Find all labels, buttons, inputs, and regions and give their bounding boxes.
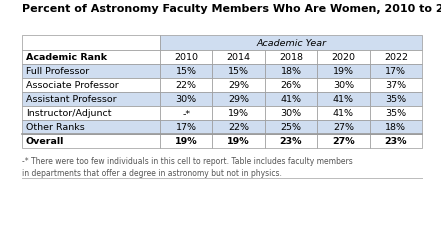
Bar bbox=[213, 106, 265, 120]
Bar bbox=[370, 51, 422, 65]
Text: 23%: 23% bbox=[385, 137, 407, 146]
Bar bbox=[370, 106, 422, 120]
Bar bbox=[213, 79, 265, 93]
Bar bbox=[22, 79, 160, 93]
Bar bbox=[160, 79, 213, 93]
Bar bbox=[370, 120, 422, 134]
Text: 27%: 27% bbox=[332, 137, 355, 146]
Bar bbox=[22, 36, 160, 51]
Text: Academic Rank: Academic Rank bbox=[26, 53, 107, 62]
Bar bbox=[213, 120, 265, 134]
Bar bbox=[317, 79, 370, 93]
Text: Full Professor: Full Professor bbox=[26, 67, 89, 76]
Text: 30%: 30% bbox=[333, 81, 354, 90]
Text: 30%: 30% bbox=[280, 109, 302, 118]
Text: -* There were too few individuals in this cell to report. Table includes faculty: -* There were too few individuals in thi… bbox=[22, 156, 353, 178]
Text: 15%: 15% bbox=[228, 67, 249, 76]
Text: Associate Professor: Associate Professor bbox=[26, 81, 119, 90]
Bar bbox=[370, 79, 422, 93]
Text: 22%: 22% bbox=[176, 81, 197, 90]
Text: 23%: 23% bbox=[280, 137, 302, 146]
Bar bbox=[22, 93, 160, 106]
Bar bbox=[160, 106, 213, 120]
Text: Overall: Overall bbox=[26, 137, 64, 146]
Bar bbox=[213, 93, 265, 106]
Text: 37%: 37% bbox=[385, 81, 406, 90]
Text: 19%: 19% bbox=[175, 137, 198, 146]
Bar bbox=[22, 106, 160, 120]
Text: Instructor/Adjunct: Instructor/Adjunct bbox=[26, 109, 112, 118]
Text: 19%: 19% bbox=[228, 109, 249, 118]
Bar bbox=[317, 134, 370, 148]
Bar bbox=[317, 51, 370, 65]
Text: 15%: 15% bbox=[176, 67, 197, 76]
Bar bbox=[317, 65, 370, 79]
Text: 2020: 2020 bbox=[331, 53, 355, 62]
Bar bbox=[213, 51, 265, 65]
Text: 2014: 2014 bbox=[227, 53, 250, 62]
Bar bbox=[22, 120, 160, 134]
Bar bbox=[265, 51, 317, 65]
Text: 17%: 17% bbox=[385, 67, 406, 76]
Bar bbox=[160, 134, 213, 148]
Text: 41%: 41% bbox=[333, 109, 354, 118]
Bar bbox=[265, 65, 317, 79]
Text: Assistant Professor: Assistant Professor bbox=[26, 95, 116, 104]
Bar bbox=[317, 106, 370, 120]
Text: Percent of Astronomy Faculty Members Who Are Women, 2010 to 2020: Percent of Astronomy Faculty Members Who… bbox=[22, 4, 441, 14]
Bar bbox=[22, 65, 160, 79]
Bar bbox=[265, 120, 317, 134]
Bar bbox=[317, 93, 370, 106]
Text: 29%: 29% bbox=[228, 95, 249, 104]
Bar bbox=[160, 120, 213, 134]
Text: 41%: 41% bbox=[333, 95, 354, 104]
Text: Academic Year: Academic Year bbox=[256, 39, 326, 48]
Bar bbox=[160, 51, 213, 65]
Text: 41%: 41% bbox=[280, 95, 302, 104]
Bar bbox=[160, 36, 422, 51]
Text: -*: -* bbox=[182, 109, 190, 118]
Text: Other Ranks: Other Ranks bbox=[26, 123, 85, 132]
Text: 2022: 2022 bbox=[384, 53, 408, 62]
Text: 30%: 30% bbox=[176, 95, 197, 104]
Text: 29%: 29% bbox=[228, 81, 249, 90]
Bar bbox=[370, 134, 422, 148]
Text: 35%: 35% bbox=[385, 95, 406, 104]
Text: 18%: 18% bbox=[280, 67, 302, 76]
Text: 17%: 17% bbox=[176, 123, 197, 132]
Bar bbox=[22, 51, 160, 65]
Text: 25%: 25% bbox=[280, 123, 302, 132]
Text: 18%: 18% bbox=[385, 123, 406, 132]
Bar bbox=[265, 134, 317, 148]
Text: 27%: 27% bbox=[333, 123, 354, 132]
Text: 35%: 35% bbox=[385, 109, 406, 118]
Bar bbox=[213, 65, 265, 79]
Bar bbox=[370, 93, 422, 106]
Bar bbox=[160, 65, 213, 79]
Bar bbox=[22, 134, 160, 148]
Text: 19%: 19% bbox=[227, 137, 250, 146]
Text: 2018: 2018 bbox=[279, 53, 303, 62]
Text: 2010: 2010 bbox=[174, 53, 198, 62]
Bar bbox=[370, 65, 422, 79]
Bar bbox=[160, 93, 213, 106]
Text: 19%: 19% bbox=[333, 67, 354, 76]
Bar bbox=[213, 134, 265, 148]
Bar bbox=[317, 120, 370, 134]
Text: 22%: 22% bbox=[228, 123, 249, 132]
Bar bbox=[265, 106, 317, 120]
Bar bbox=[265, 79, 317, 93]
Bar bbox=[265, 93, 317, 106]
Text: 26%: 26% bbox=[280, 81, 302, 90]
